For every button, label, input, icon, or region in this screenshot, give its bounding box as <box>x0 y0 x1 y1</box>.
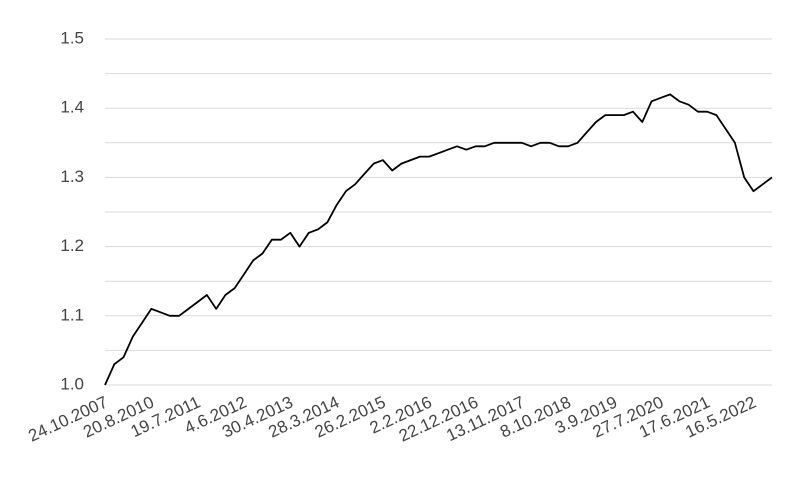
y-tick-label: 1.4 <box>60 98 84 117</box>
line-series <box>104 93 773 386</box>
y-tick-label: 1.1 <box>60 305 84 324</box>
y-tick-label: 1.0 <box>60 374 84 393</box>
y-tick-label: 1.5 <box>60 28 84 47</box>
y-tick-label: 1.2 <box>60 236 84 255</box>
y-tick-label: 1.3 <box>60 167 84 186</box>
